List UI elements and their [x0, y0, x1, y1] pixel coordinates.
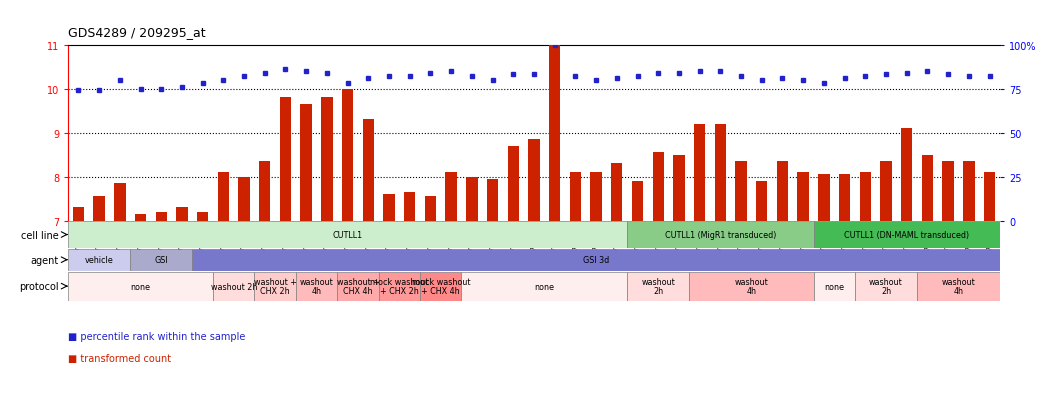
Bar: [855, 272, 917, 301]
Bar: [627, 272, 689, 301]
Bar: [342, 89, 353, 221]
Bar: [321, 98, 333, 221]
Text: washout
2h: washout 2h: [642, 277, 675, 296]
Bar: [860, 173, 871, 221]
Bar: [425, 197, 437, 221]
Bar: [420, 272, 462, 301]
Text: washout +
CHX 2h: washout + CHX 2h: [253, 277, 296, 296]
Text: mock washout
+ CHX 4h: mock washout + CHX 4h: [411, 277, 470, 296]
Bar: [529, 140, 539, 221]
Bar: [466, 177, 477, 221]
Text: CUTLL1: CUTLL1: [333, 230, 362, 240]
Bar: [259, 162, 270, 221]
Bar: [156, 212, 166, 221]
Bar: [818, 175, 829, 221]
Text: protocol: protocol: [19, 281, 59, 292]
Bar: [487, 179, 498, 221]
Bar: [68, 272, 213, 301]
Bar: [445, 173, 456, 221]
Bar: [735, 162, 747, 221]
Bar: [462, 272, 627, 301]
Bar: [193, 249, 1000, 271]
Text: vehicle: vehicle: [85, 256, 113, 265]
Bar: [379, 272, 420, 301]
Text: washout 2h: washout 2h: [210, 282, 257, 291]
Bar: [756, 182, 767, 221]
Text: GSI: GSI: [154, 256, 169, 265]
Bar: [130, 249, 193, 271]
Text: none: none: [824, 282, 844, 291]
Text: washout
4h: washout 4h: [941, 277, 976, 296]
Text: washout
4h: washout 4h: [735, 277, 768, 296]
Bar: [984, 173, 996, 221]
Bar: [337, 272, 379, 301]
Bar: [508, 147, 519, 221]
Bar: [591, 173, 602, 221]
Text: GSI 3d: GSI 3d: [583, 256, 609, 265]
Bar: [383, 195, 395, 221]
Bar: [814, 272, 855, 301]
Bar: [839, 175, 850, 221]
Text: CUTLL1 (MigR1 transduced): CUTLL1 (MigR1 transduced): [665, 230, 776, 240]
Bar: [798, 173, 809, 221]
Bar: [652, 153, 664, 221]
Text: washout
4h: washout 4h: [299, 277, 333, 296]
Text: agent: agent: [30, 255, 59, 265]
Bar: [404, 192, 416, 221]
Bar: [942, 162, 954, 221]
Bar: [715, 124, 726, 221]
Bar: [881, 162, 892, 221]
Bar: [280, 98, 291, 221]
Bar: [673, 155, 685, 221]
Bar: [135, 215, 147, 221]
Text: none: none: [534, 282, 554, 291]
Bar: [300, 105, 312, 221]
Bar: [68, 222, 627, 248]
Bar: [901, 129, 912, 221]
Bar: [814, 222, 1000, 248]
Bar: [213, 272, 254, 301]
Bar: [176, 208, 187, 221]
Text: washout +
CHX 4h: washout + CHX 4h: [336, 277, 379, 296]
Bar: [631, 182, 643, 221]
Text: mock washout
+ CHX 2h: mock washout + CHX 2h: [371, 277, 428, 296]
Text: none: none: [131, 282, 151, 291]
Bar: [254, 272, 296, 301]
Bar: [362, 120, 374, 221]
Text: ■ transformed count: ■ transformed count: [68, 354, 171, 363]
Bar: [93, 197, 105, 221]
Bar: [296, 272, 337, 301]
Text: cell line: cell line: [21, 230, 59, 240]
Bar: [777, 162, 788, 221]
Bar: [570, 173, 581, 221]
Bar: [611, 164, 623, 221]
Bar: [963, 162, 975, 221]
Bar: [549, 45, 560, 221]
Bar: [921, 155, 933, 221]
Bar: [197, 212, 208, 221]
Bar: [114, 184, 126, 221]
Bar: [627, 222, 814, 248]
Bar: [239, 177, 250, 221]
Bar: [72, 208, 84, 221]
Text: ■ percentile rank within the sample: ■ percentile rank within the sample: [68, 331, 245, 341]
Text: washout
2h: washout 2h: [869, 277, 903, 296]
Bar: [68, 249, 130, 271]
Bar: [694, 124, 706, 221]
Bar: [689, 272, 814, 301]
Text: GDS4289 / 209295_at: GDS4289 / 209295_at: [68, 26, 205, 39]
Bar: [218, 173, 229, 221]
Text: CUTLL1 (DN-MAML transduced): CUTLL1 (DN-MAML transduced): [844, 230, 970, 240]
Bar: [917, 272, 1000, 301]
